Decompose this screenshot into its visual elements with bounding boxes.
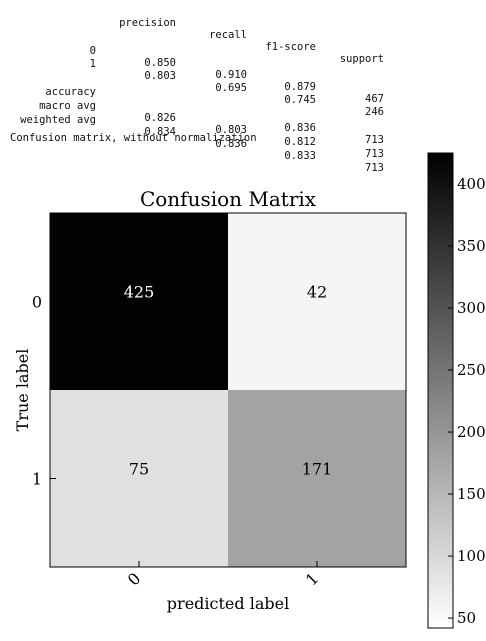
report-row-class-1: 1 0.803 0.695 0.745 246 [0,46,486,118]
report-f1-value: 0.879 [284,81,316,93]
report-row-label: accuracy [45,86,96,98]
heatmap-cell-value: 171 [302,460,333,479]
y-axis-label: True label [13,349,32,432]
report-row-label: 0 [89,45,96,57]
colorbar-tick-label: 50 [457,609,476,627]
y-tick-label: 0 [32,293,42,312]
colorbar-tick-label: 250 [457,361,486,379]
heatmap-cell-value: 75 [129,460,149,479]
report-support-value: 713 [365,148,384,160]
report-header-support: support [339,53,384,65]
report-precision-value: 0.826 [144,112,176,124]
heatmap-cell-value: 425 [124,283,155,302]
report-recall-value: 0.836 [215,138,247,150]
report-row-macro-avg: macro avg 0.826 0.803 0.812 713 [0,88,486,160]
report-row-label: weighted avg [20,114,96,126]
colorbar-tick-label: 200 [457,423,486,441]
report-precision-value: 0.803 [144,70,176,82]
chart-title: Confusion Matrix [140,187,317,211]
report-support-value: 713 [365,134,384,146]
x-tick-label: 1 [302,569,323,590]
y-tick-label: 1 [32,470,42,489]
heatmap-cell-value: 42 [307,283,327,302]
heatmap-cell-labels: 425 42 75 171 [124,283,333,479]
colorbar-tick-label: 350 [457,237,486,255]
report-recall-value: 0.695 [215,82,247,94]
report-support-value: 246 [365,106,384,118]
colorbar-tick-label: 150 [457,485,486,503]
plot-frame [49,212,407,568]
report-header-recall: recall [209,29,247,41]
report-row-label: 1 [89,58,96,70]
confusion-matrix-caption: Confusion matrix, without normalization [10,132,257,144]
heatmap-cell [228,213,406,390]
heatmap-cell [50,390,228,567]
report-header-precision: precision [119,17,176,29]
heatmap-cell [228,390,406,567]
report-precision-value: 0.834 [144,126,176,138]
report-row-weighted-avg: weighted avg 0.834 0.836 0.833 713 [0,102,486,174]
report-f1-value: 0.745 [284,94,316,106]
report-f1-value: 0.812 [284,136,316,148]
x-tick-label: 0 [124,569,145,590]
report-support-value: 467 [365,93,384,105]
heatmap-cells [50,213,406,567]
colorbar [427,152,454,629]
heatmap-cell [50,213,228,390]
report-row-class-0: 0 0.850 0.910 0.879 467 [0,33,486,105]
report-f1-value: 0.833 [284,150,316,162]
colorbar-tick-label: 100 [457,547,486,565]
report-recall-value: 0.910 [215,69,247,81]
x-axis-label: predicted label [167,594,289,613]
classification-report: precision recall f1-score support 0 0.85… [0,0,486,174]
report-precision-value: 0.850 [144,57,176,69]
report-row-accuracy: accuracy 0.836 713 [0,74,486,146]
colorbar-tick-label: 300 [457,299,486,317]
report-header-f1-score: f1-score [265,41,316,53]
report-header-row: precision recall f1-score support [0,5,486,65]
report-f1-value: 0.836 [284,122,316,134]
report-support-value: 713 [365,162,384,174]
confusion-matrix-chart: Confusion Matrix 425 42 75 171 0 1 0 1 predict… [13,152,486,629]
colorbar-ticks: 50 100 150 200 250 300 350 400 [448,175,486,627]
report-recall-value: 0.803 [215,124,247,136]
report-row-label: macro avg [39,100,96,112]
colorbar-tick-label: 400 [457,175,486,193]
